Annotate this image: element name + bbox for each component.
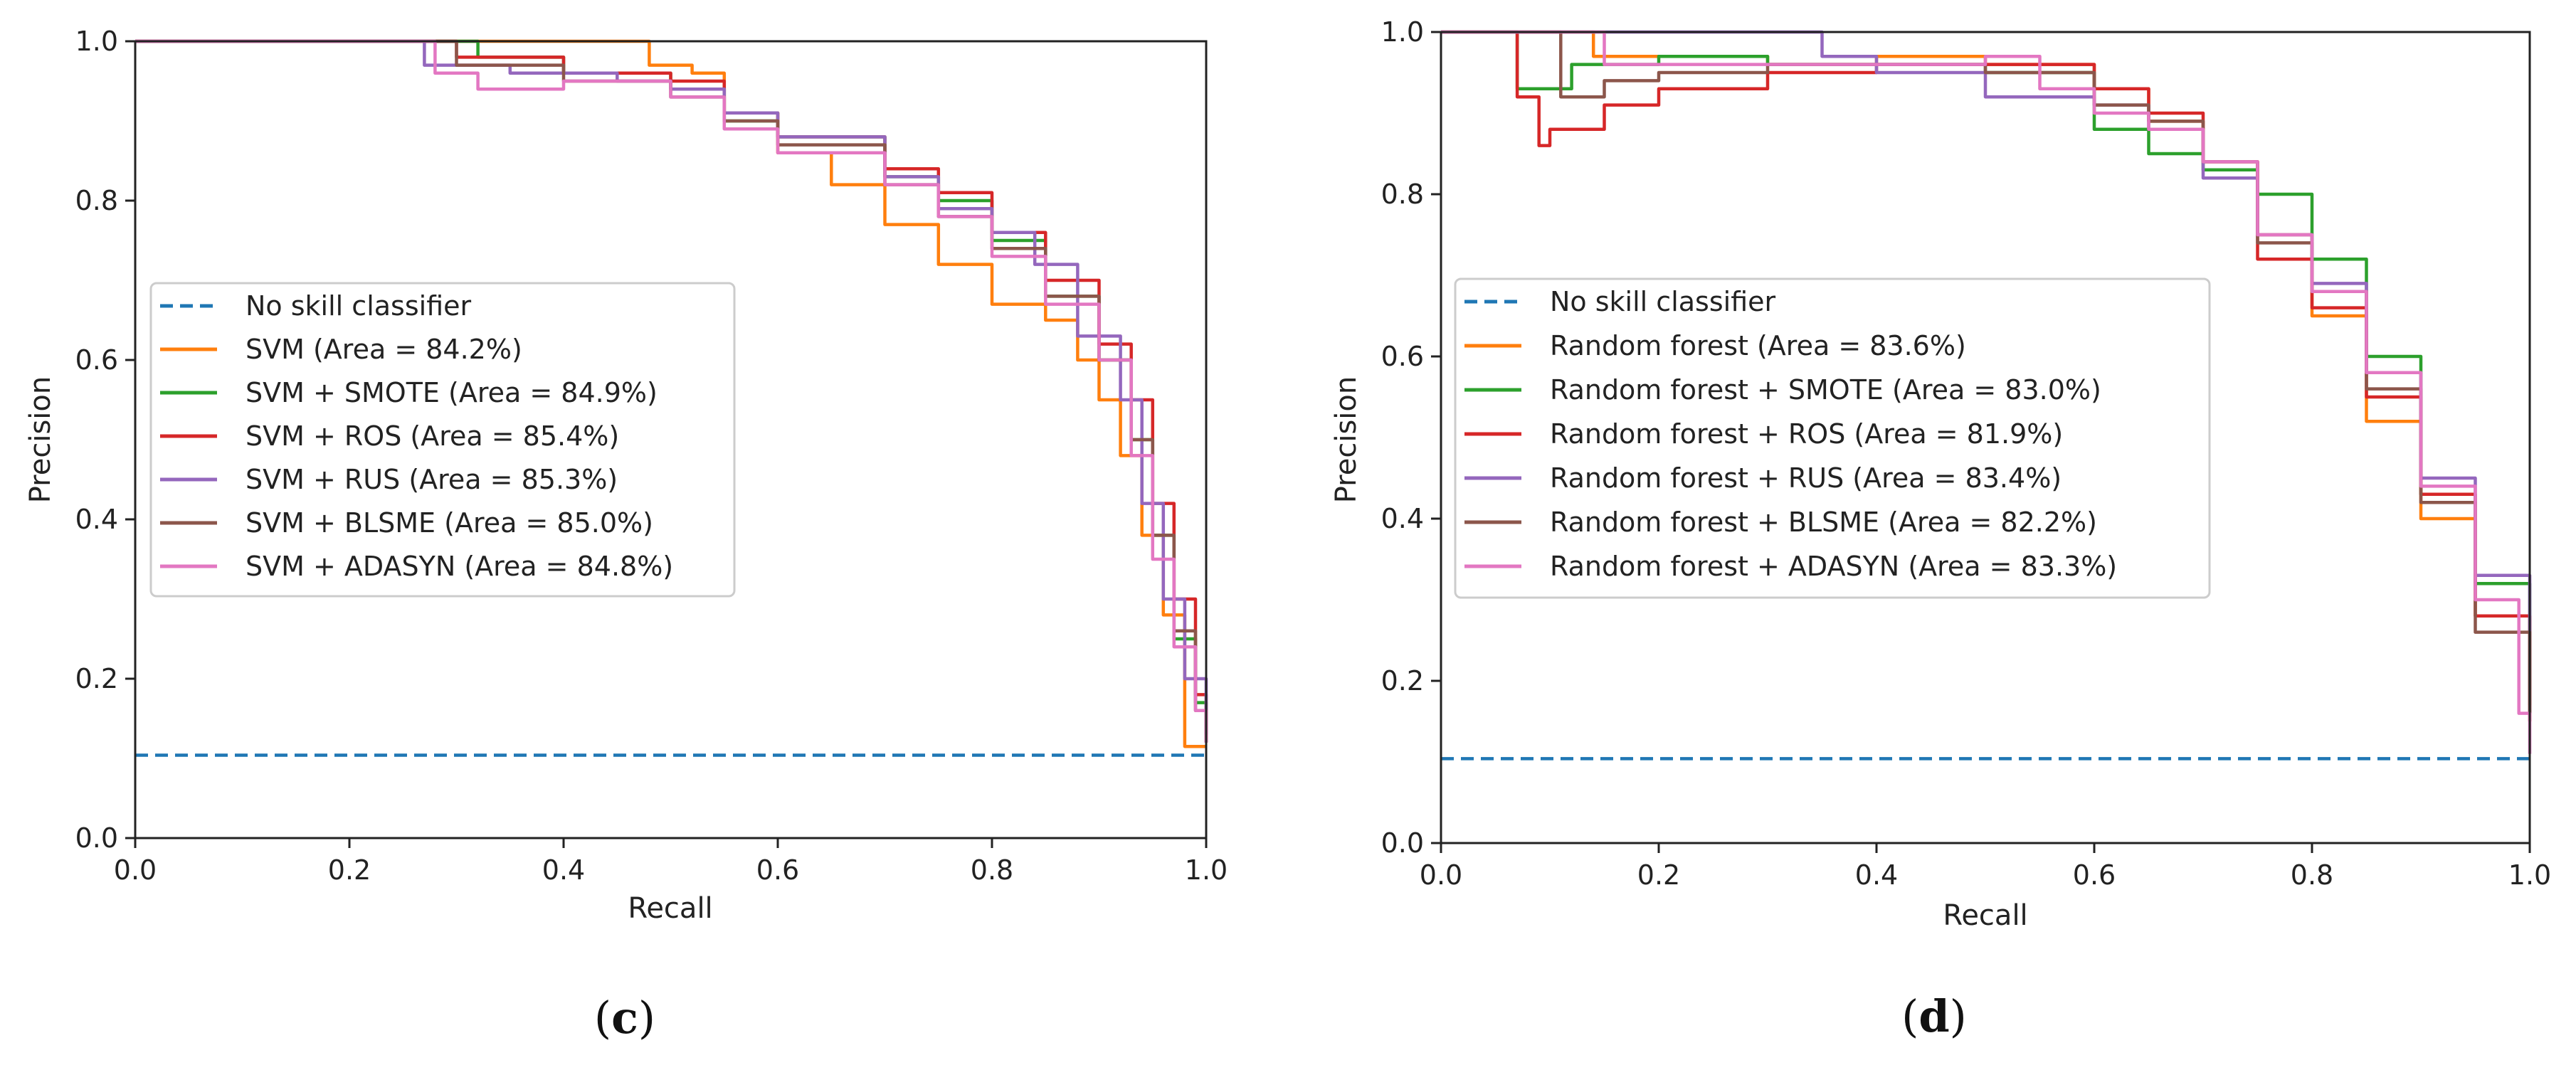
axes-ticks: 0.0 0.2 0.4 0.6 0.8 1.0 0.0 0.2 0.4 0.6 0.8 1.0 [75,26,1228,886]
legend-label: SVM (Area = 84.2%) [246,334,522,365]
panel-label-letter: c [611,992,638,1044]
legend-label: SVM + RUS (Area = 85.3%) [246,464,618,495]
x-tick-label: 0.6 [756,854,799,886]
y-axis-label: Precision [24,376,57,503]
series-lines [1441,30,2532,761]
x-axis-label: Recall [628,892,712,925]
panel-label-close-paren: ) [1950,990,1967,1042]
legend-label: Random forest + SMOTE (Area = 83.0%) [1550,374,2101,406]
panel-label-open-paren: ( [594,992,611,1044]
y-tick-label: 0.0 [1381,827,1424,859]
y-tick-label: 0.0 [75,822,118,854]
x-tick-label: 0.4 [1855,859,1898,891]
legend-label: SVM + SMOTE (Area = 84.9%) [246,377,658,408]
chart-panel-d: 0.0 0.2 0.4 0.6 0.8 1.0 0.0 0.2 0.4 0.6 0.8 1.0 Rec… [1330,16,2551,1042]
legend-label: Random forest + RUS (Area = 83.4%) [1550,462,2062,494]
panel-label-letter: d [1918,990,1949,1042]
legend-label: No skill classifier [246,290,472,322]
y-tick-label: 0.4 [75,504,118,535]
plot-frame [1440,31,2531,844]
legend: No skill classifier SVM (Area = 84.2%) SVM… [149,282,736,598]
panel-label-d: (d) [1901,990,1967,1042]
x-axis-label: Recall [1943,899,2027,932]
plot-frame [134,40,1208,839]
axes-ticks: 0.0 0.2 0.4 0.6 0.8 1.0 0.0 0.2 0.4 0.6 0.8 1.0 [1381,16,2552,891]
legend-label: Random forest + BLSME (Area = 82.2%) [1550,507,2097,538]
panel-label-c: (c) [594,992,655,1044]
x-tick-label: 1.0 [2508,859,2551,891]
legend-label: SVM + ROS (Area = 85.4%) [246,420,619,452]
x-tick-label: 0.0 [1420,859,1462,891]
series-line [1441,30,2532,721]
y-tick-label: 0.8 [75,185,118,216]
y-tick-label: 0.2 [75,663,118,694]
x-tick-label: 0.4 [542,854,585,886]
y-tick-label: 0.6 [1381,341,1424,372]
y-tick-label: 0.8 [1381,179,1424,210]
legend-box [1454,277,2211,599]
legend-label: No skill classifier [1550,286,1776,317]
legend-label: Random forest + ROS (Area = 81.9%) [1550,418,2063,450]
x-tick-label: 1.0 [1185,854,1228,886]
y-tick-label: 0.6 [75,344,118,376]
x-tick-label: 0.8 [971,854,1013,886]
legend-label: Random forest (Area = 83.6%) [1550,330,1966,361]
legend-box [149,282,736,598]
legend: No skill classifier Random forest (Area =… [1454,277,2211,599]
legend-label: Random forest + ADASYN (Area = 83.3%) [1550,551,2117,582]
y-tick-label: 1.0 [1381,16,1424,48]
y-tick-label: 0.2 [1381,665,1424,696]
x-tick-label: 0.2 [328,854,371,886]
y-tick-label: 0.4 [1381,503,1424,534]
panel-label-open-paren: ( [1901,990,1918,1042]
panel-label-close-paren: ) [638,992,655,1044]
y-axis-label: Precision [1330,376,1363,503]
legend-label: SVM + ADASYN (Area = 84.8%) [246,551,673,582]
x-tick-label: 0.0 [114,854,157,886]
x-tick-label: 0.8 [2291,859,2333,891]
chart-panel-c: 0.0 0.2 0.4 0.6 0.8 1.0 0.0 0.2 0.4 0.6 0.8 1.0 Rec… [24,26,1228,1044]
x-tick-label: 0.2 [1637,859,1680,891]
y-tick-label: 1.0 [75,26,118,57]
series-line [135,39,1208,743]
x-tick-label: 0.6 [2073,859,2116,891]
series-lines [135,39,1208,757]
series-line [1441,30,2532,754]
legend-label: SVM + BLSME (Area = 85.0%) [246,507,653,539]
